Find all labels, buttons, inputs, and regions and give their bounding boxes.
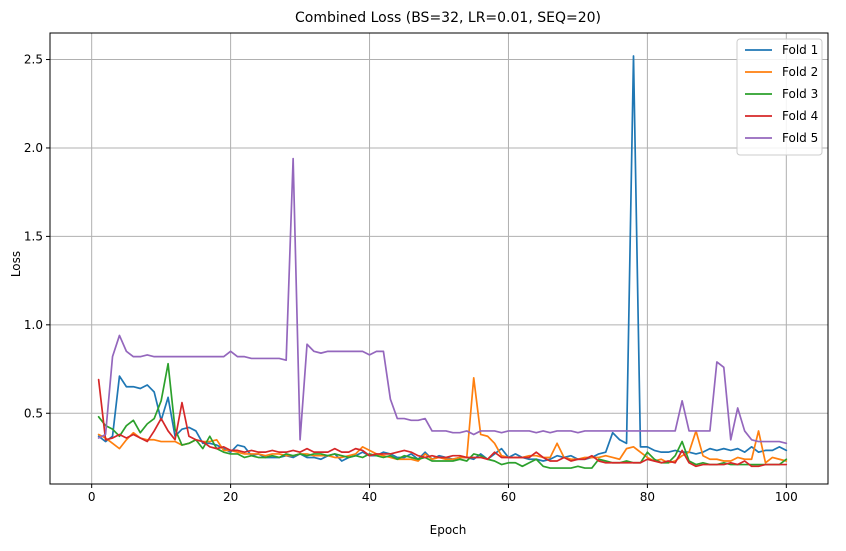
- x-axis-label: Epoch: [430, 523, 467, 537]
- y-tick-label: 1.5: [24, 229, 43, 243]
- legend-label: Fold 5: [782, 131, 818, 145]
- series-line-fold-4: [97, 378, 788, 468]
- y-tick-label: 2.5: [24, 53, 43, 67]
- legend-label: Fold 4: [782, 109, 818, 123]
- x-tick-label: 80: [640, 490, 655, 504]
- y-axis-label: Loss: [9, 251, 23, 277]
- legend-box: [736, 38, 823, 156]
- x-tick-label: 40: [362, 490, 377, 504]
- series-line-fold-1: [97, 55, 788, 462]
- x-tick-label: 60: [501, 490, 516, 504]
- x-tick-label: 0: [88, 490, 96, 504]
- x-tick-label: 100: [775, 490, 798, 504]
- plot-frame: [49, 32, 829, 485]
- series-layer: [97, 55, 788, 469]
- grid-layer: [50, 33, 828, 484]
- y-tick-label: 1.0: [24, 318, 43, 332]
- legend: Fold 1 Fold 2 Fold 3 Fold 4 Fold 5: [736, 38, 823, 156]
- legend-label: Fold 2: [782, 65, 818, 79]
- x-tick-label: 20: [223, 490, 238, 504]
- series-line-fold-3: [97, 362, 788, 469]
- series-line-fold-5: [97, 157, 788, 445]
- ticks-layer: 0 20 40 60 80 100 0.5 1.0 1.5 2.0 2.5: [24, 53, 798, 504]
- y-tick-label: 2.0: [24, 141, 43, 155]
- y-tick-label: 0.5: [24, 406, 43, 420]
- chart-title: Combined Loss (BS=32, LR=0.01, SEQ=20): [295, 10, 601, 26]
- legend-label: Fold 1: [782, 43, 818, 57]
- legend-label: Fold 3: [782, 87, 818, 101]
